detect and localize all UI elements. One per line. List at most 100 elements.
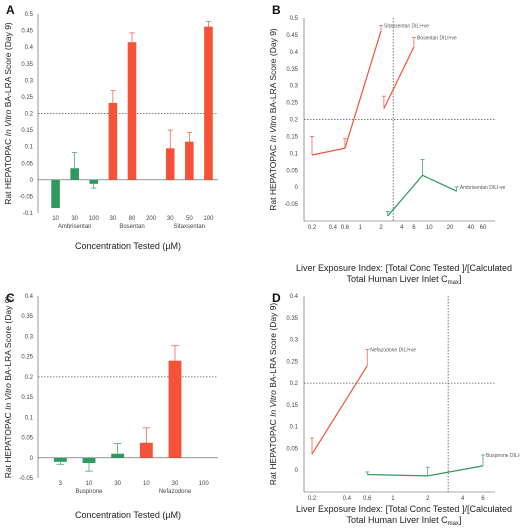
y-axis-label-part: Rat HEPATOPAC [3, 410, 13, 478]
y-tick-label: 0.2 [290, 381, 299, 387]
bar [185, 141, 194, 180]
x-tick-label: 30 [110, 216, 117, 222]
y-tick-label: 0.5 [25, 12, 34, 18]
x-tick-label: 4 [400, 225, 404, 231]
x-axis-label-part: Total Human Liver Inlet C [347, 515, 449, 525]
x-tick-label: 30 [71, 216, 78, 222]
y-tick-label: 0.1 [290, 151, 299, 157]
y-tick-label: 0.15 [21, 128, 33, 134]
series-label: Buspirone DILI-ve [486, 453, 520, 459]
y-tick-label: 0.05 [21, 436, 33, 442]
x-tick-label: 4 [461, 496, 465, 502]
group-label: Buspirone [75, 489, 103, 495]
y-tick-label: 0 [295, 468, 299, 474]
x-axis-label: Concentration Tested (µM) [75, 510, 181, 520]
y-tick-label: 0.1 [25, 145, 34, 151]
panel-A: A -0.1 -0.05 0 0.05 0.1 0.15 0.2 0.25 0.3 0.35 0.4 0… [3, 3, 218, 251]
y-tick-label: 0.35 [286, 67, 298, 73]
x-tick-label: 0.4 [343, 496, 352, 502]
series-label: Nefazodone DILI+ve [370, 348, 416, 354]
bar [204, 26, 213, 180]
series-line [311, 30, 382, 156]
y-axis-label: Rat HEPATOPAC In Vitro BA-LRA Score (Day… [3, 296, 13, 479]
x-tick-label: 2 [379, 225, 383, 231]
bar [89, 179, 99, 184]
series-line [311, 365, 368, 455]
y-tick-label: 0.15 [286, 403, 298, 409]
y-tick-label: 0.45 [21, 29, 33, 35]
y-tick-label: 0.1 [25, 415, 34, 421]
y-tick-label: 0.45 [286, 33, 298, 39]
group-label: Nefazodone [159, 489, 192, 495]
y-tick-label: 0.35 [21, 314, 33, 320]
bar [139, 442, 153, 458]
x-tick-label: 20 [447, 225, 454, 231]
y-axis-label-part: Rat HEPATOPAC [268, 142, 278, 210]
x-tick-label: 2 [426, 496, 430, 502]
panel-letter: D [272, 291, 281, 305]
panel-C: C -0.05 0 0.05 0.1 0.15 0.2 0.25 0.3 0.35 0.4 3 10 30… [3, 291, 218, 520]
x-tick-label: 10 [52, 216, 59, 222]
x-axis-label-line1: Liver Exposure Index: [Total Conc Tested… [296, 263, 512, 273]
x-tick-label: 30 [172, 481, 179, 487]
x-tick-label: 0.6 [363, 496, 372, 502]
y-tick-label: 0.4 [290, 294, 299, 300]
y-tick-label: 0.25 [21, 95, 33, 101]
x-tick-label: 100 [89, 216, 100, 222]
y-tick-label: 0.05 [21, 161, 33, 167]
group-label: Ambrisentan [58, 224, 92, 230]
y-axis-label-part: BA-LRA Score (Day 9) [268, 303, 278, 391]
x-tick-label: 50 [186, 216, 193, 222]
y-tick-label: 0.05 [286, 446, 298, 452]
x-axis-label-subscript: max [448, 521, 459, 527]
x-tick-label: 10 [426, 225, 433, 231]
x-tick-label: 1 [359, 225, 363, 231]
y-tick-label: 0.35 [21, 62, 33, 68]
x-tick-label: 60 [480, 225, 487, 231]
bar [108, 102, 118, 180]
bar [127, 42, 137, 180]
group-label: Bosentan [119, 224, 144, 230]
y-axis-label-italic: In Vitro [268, 390, 278, 417]
y-tick-label: -0.05 [19, 476, 33, 482]
y-tick-label: 0.15 [21, 395, 33, 401]
x-tick-label: 10 [86, 481, 93, 487]
y-axis-label: Rat HEPATOPAC In Vitro BA-LRA Score (Day… [268, 28, 278, 211]
x-axis-label-line2: Total Human Liver Inlet Cmax] [347, 515, 462, 527]
group-label: Sitaxsentan [174, 224, 205, 230]
x-axis-label-subscript: max [448, 280, 459, 286]
y-tick-label: 0.4 [25, 294, 34, 300]
y-tick-label: 0.25 [286, 359, 298, 365]
bar [82, 457, 96, 464]
y-tick-label: 0 [30, 456, 34, 462]
x-tick-label: 6 [481, 496, 485, 502]
series-line [367, 465, 484, 477]
y-axis-label-italic: In Vitro [3, 383, 13, 410]
series-label: Sitaxsentan DILI+ve [384, 23, 429, 29]
x-tick-label: 100 [199, 481, 210, 487]
y-axis-label-part: BA-LRA Score (Day 9) [3, 296, 13, 384]
y-tick-label: 0.2 [25, 375, 34, 381]
y-tick-label: 0.3 [25, 334, 34, 340]
x-tick-label: 0.2 [308, 496, 317, 502]
y-tick-label: 0.5 [290, 16, 299, 22]
x-tick-label: 0.4 [329, 225, 338, 231]
x-axis-label-line1: Liver Exposure Index: [Total Conc Tested… [296, 504, 512, 514]
y-tick-label: 0.3 [290, 84, 299, 90]
y-axis-label: Rat HEPATOPAC In Vitro BA-LRA Score (Day… [3, 22, 13, 205]
panel-letter: B [272, 3, 281, 17]
series-line [387, 174, 458, 217]
panel-letter: A [6, 3, 15, 17]
y-tick-label: 0 [30, 178, 34, 184]
y-tick-label: 0.2 [290, 118, 299, 124]
bar [168, 360, 182, 458]
series-label: Ambrisentan DILI-ve [460, 185, 506, 191]
x-tick-label: 200 [146, 216, 157, 222]
y-tick-label: 0.25 [21, 355, 33, 361]
y-tick-label: 0.35 [286, 316, 298, 322]
panel-letter: C [6, 291, 15, 305]
x-axis-label-part: ] [459, 515, 462, 525]
y-tick-label: -0.05 [284, 202, 298, 208]
x-tick-label: 6 [412, 225, 416, 231]
